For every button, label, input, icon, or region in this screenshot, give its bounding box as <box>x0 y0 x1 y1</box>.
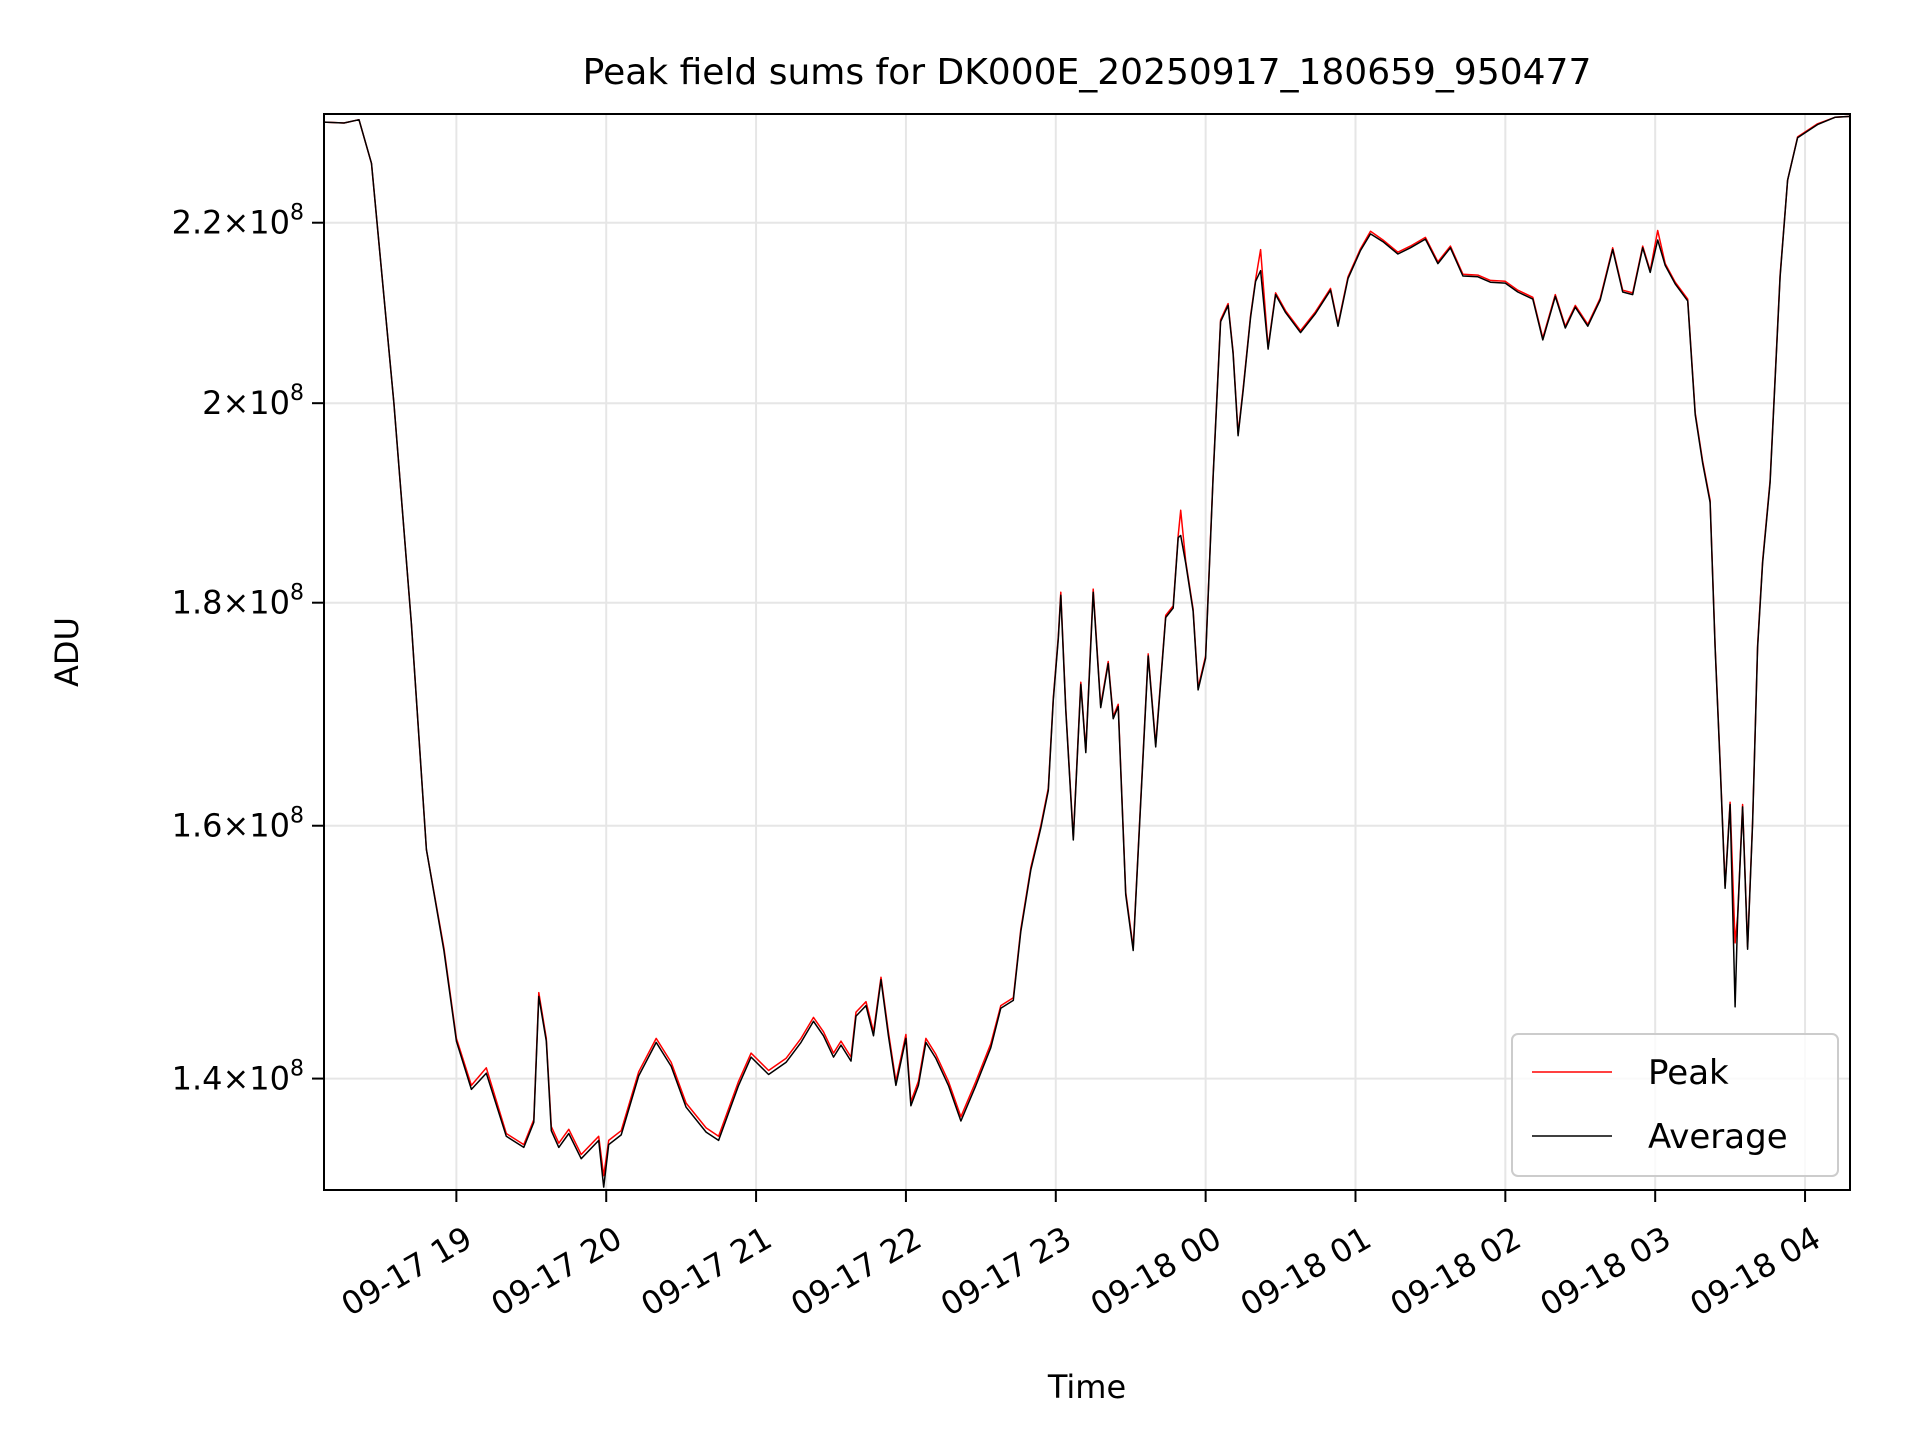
series-lines <box>323 115 1851 1188</box>
legend-label: Average <box>1648 1117 1788 1157</box>
grid-lines <box>324 114 1850 1190</box>
y-tick-label: 2×108 <box>202 381 304 422</box>
y-axis-label: ADU <box>48 617 86 687</box>
chart-title: Peak field sums for DK000E_20250917_1806… <box>583 52 1592 93</box>
x-axis: 09-17 19 09-17 20 09-17 21 09-17 22 09-17 23… <box>335 1190 1827 1324</box>
x-axis-label: Time <box>1047 1368 1126 1406</box>
x-tick-label: 09-18 01 <box>1234 1219 1378 1324</box>
legend: Peak Average <box>1511 1033 1839 1177</box>
series-line-peak <box>323 115 1851 1177</box>
y-tick-label: 1.4×108 <box>172 1057 304 1098</box>
x-tick-label: 09-18 04 <box>1683 1219 1827 1324</box>
series-line-average <box>323 115 1851 1188</box>
plot-frame <box>323 113 1851 1191</box>
x-tick-label: 09-17 20 <box>485 1219 629 1324</box>
y-axis: 1.4×108 1.6×108 1.8×108 2×108 2.2×108 <box>172 201 324 1098</box>
x-tick-label: 09-18 03 <box>1534 1219 1678 1324</box>
x-tick-label: 09-17 22 <box>784 1219 928 1324</box>
y-tick-label: 1.8×108 <box>172 581 304 622</box>
x-tick-label: 09-18 02 <box>1384 1219 1528 1324</box>
legend-label: Peak <box>1648 1053 1729 1093</box>
x-tick-label: 09-17 19 <box>335 1219 479 1324</box>
legend-box <box>1511 1033 1839 1177</box>
x-tick-label: 09-17 21 <box>634 1219 778 1324</box>
y-tick-label: 2.2×108 <box>172 201 304 242</box>
x-tick-label: 09-18 00 <box>1084 1219 1228 1324</box>
x-tick-label: 09-17 23 <box>934 1219 1078 1324</box>
y-tick-label: 1.6×108 <box>172 804 304 845</box>
